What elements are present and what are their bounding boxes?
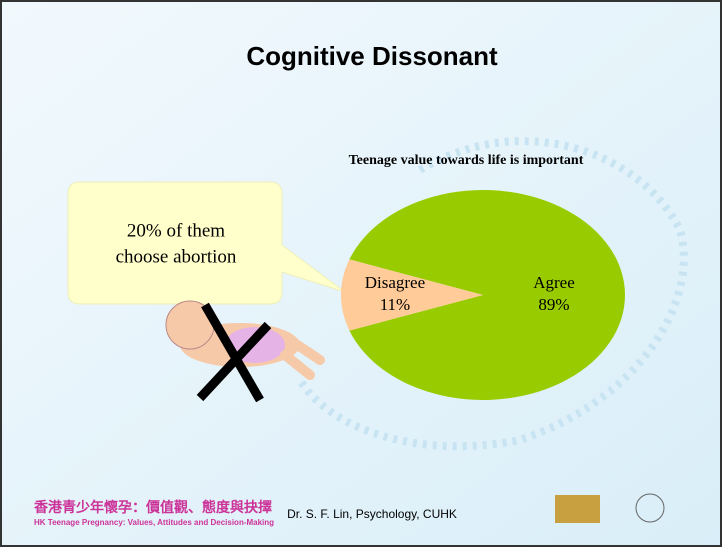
slice-label: Disagree [365, 273, 425, 292]
logo [555, 495, 600, 523]
baby-icon [165, 300, 325, 403]
callout-text: 20% of them [127, 220, 225, 241]
slice-value-label: 89% [538, 295, 569, 314]
callout-text: choose abortion [116, 246, 237, 267]
decoration [296, 137, 688, 451]
slide-title: Cognitive Dissonant [246, 41, 498, 71]
callout-box [67, 181, 346, 305]
slice-label: Agree [533, 273, 575, 292]
banner-cn: 香港青少年懷孕：價值觀、態度與抉擇 [33, 499, 272, 516]
footer: Dr. S. F. Lin, Psychology, CUHK [287, 507, 457, 521]
chart-title: Teenage value towards life is important [349, 153, 584, 168]
banner-en: HK Teenage Pregnancy: Values, Attitudes … [34, 518, 274, 527]
pie-slice [349, 190, 625, 401]
pie-slice [341, 259, 483, 331]
logo [635, 493, 665, 523]
slice-value-label: 11% [380, 295, 411, 314]
